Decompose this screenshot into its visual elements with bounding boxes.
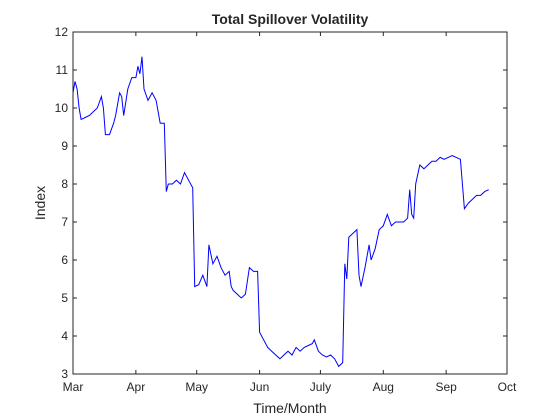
x-axis-ticks: Mar Apr May Jun July Aug Sep Oct bbox=[63, 32, 517, 394]
x-axis-title: Time/Month bbox=[253, 400, 326, 416]
x-tick-label: Mar bbox=[63, 380, 84, 394]
x-tick-label: July bbox=[310, 380, 331, 394]
y-tick-label: 6 bbox=[61, 253, 68, 267]
y-tick-label: 7 bbox=[61, 215, 68, 229]
y-axis-ticks: 3 4 5 6 7 8 9 10 11 12 bbox=[55, 25, 507, 381]
y-tick-label: 5 bbox=[61, 291, 68, 305]
x-tick-label: Apr bbox=[127, 380, 146, 394]
y-axis-title: Index bbox=[32, 186, 48, 220]
x-tick-label: Aug bbox=[373, 380, 394, 394]
plot-area bbox=[73, 32, 507, 374]
series-line bbox=[72, 56, 489, 368]
x-tick-label: Jun bbox=[250, 380, 269, 394]
axes-box bbox=[72, 31, 508, 375]
y-tick-label: 9 bbox=[61, 139, 68, 153]
y-tick-label: 3 bbox=[61, 367, 68, 381]
y-tick-label: 10 bbox=[55, 101, 69, 115]
chart-title: Total Spillover Volatility bbox=[212, 11, 369, 27]
x-tick-label: Sep bbox=[435, 380, 457, 394]
x-tick-label: Oct bbox=[498, 380, 517, 394]
x-tick-label: May bbox=[185, 380, 208, 394]
y-tick-label: 12 bbox=[55, 25, 69, 39]
y-tick-label: 11 bbox=[56, 63, 69, 77]
y-tick-label: 8 bbox=[61, 177, 68, 191]
y-tick-label: 4 bbox=[61, 329, 68, 343]
